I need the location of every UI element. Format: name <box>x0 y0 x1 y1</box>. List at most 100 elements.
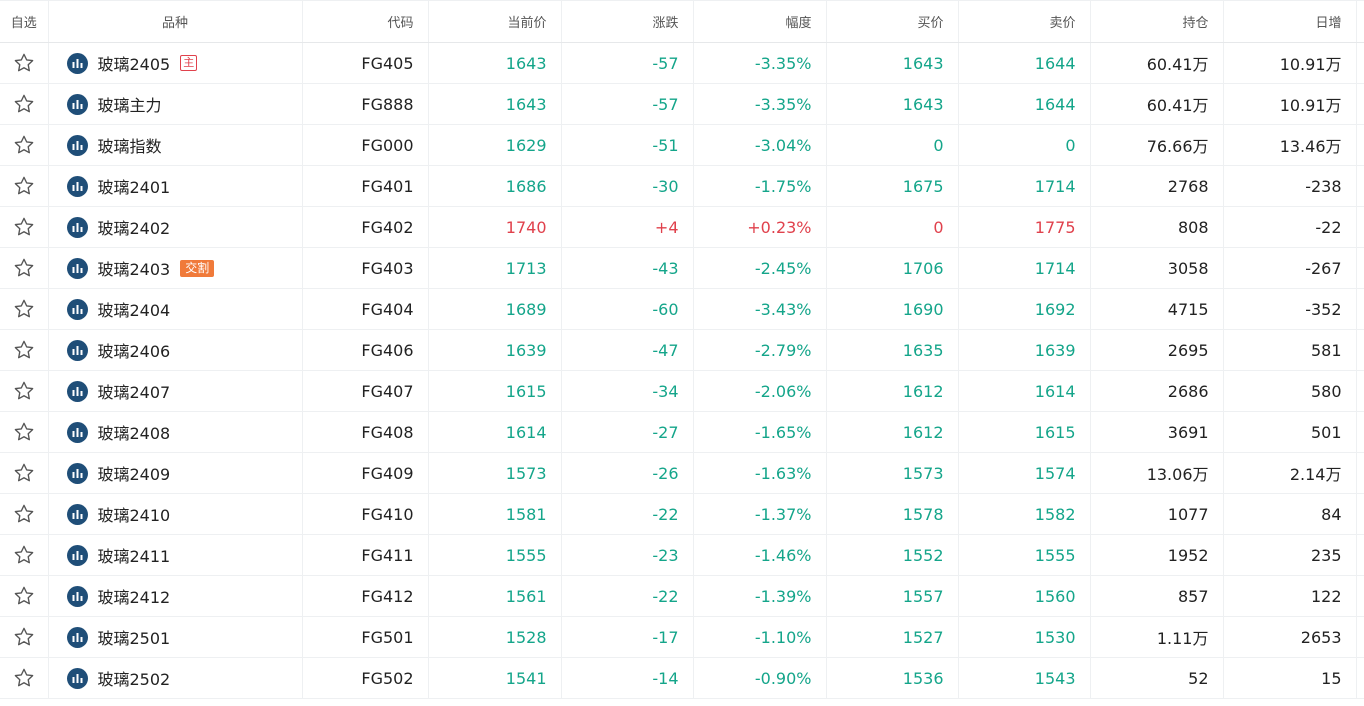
header-oi-change[interactable]: 日增 <box>1223 0 1357 43</box>
name-cell[interactable]: 玻璃2401 <box>48 165 303 207</box>
header-ask[interactable]: 卖价 <box>958 0 1091 43</box>
bar-chart-icon[interactable] <box>66 544 88 566</box>
contract-name[interactable]: 玻璃2412 <box>97 588 171 607</box>
header-favorite[interactable]: 自选 <box>0 0 49 43</box>
header-code[interactable]: 代码 <box>302 0 429 43</box>
contract-name[interactable]: 玻璃2404 <box>97 301 171 320</box>
star-outline-icon[interactable] <box>13 134 35 156</box>
name-cell[interactable]: 玻璃2412 <box>48 575 303 617</box>
star-outline-icon[interactable] <box>13 298 35 320</box>
header-price[interactable]: 当前价 <box>428 0 562 43</box>
bar-chart-icon[interactable] <box>66 257 88 279</box>
bar-chart-icon[interactable] <box>66 339 88 361</box>
bar-chart-icon[interactable] <box>66 216 88 238</box>
table-row[interactable]: 玻璃2410 FG410 1581 -22 -1.37% 1578 1582 1077 84 <box>0 493 1364 535</box>
star-outline-icon[interactable] <box>13 257 35 279</box>
bar-chart-icon[interactable] <box>66 626 88 648</box>
bar-chart-icon[interactable] <box>66 52 88 74</box>
star-outline-icon[interactable] <box>13 339 35 361</box>
table-row[interactable]: 玻璃2501 FG501 1528 -17 -1.10% 1527 1530 1.11万 265… <box>0 616 1364 658</box>
favorite-cell[interactable] <box>0 124 49 166</box>
table-row[interactable]: 玻璃2412 FG412 1561 -22 -1.39% 1557 1560 857 122 <box>0 575 1364 617</box>
header-bid[interactable]: 买价 <box>826 0 959 43</box>
favorite-cell[interactable] <box>0 493 49 535</box>
name-cell[interactable]: 玻璃主力 <box>48 83 303 125</box>
contract-name[interactable]: 玻璃2405 <box>97 55 171 74</box>
name-cell[interactable]: 玻璃指数 <box>48 124 303 166</box>
star-outline-icon[interactable] <box>13 462 35 484</box>
name-cell[interactable]: 玻璃2411 <box>48 534 303 576</box>
name-cell[interactable]: 玻璃2410 <box>48 493 303 535</box>
star-outline-icon[interactable] <box>13 626 35 648</box>
name-cell[interactable]: 玻璃2405 主 <box>48 42 303 84</box>
contract-name[interactable]: 玻璃2401 <box>97 178 171 197</box>
bar-chart-icon[interactable] <box>66 667 88 689</box>
star-outline-icon[interactable] <box>13 421 35 443</box>
contract-name[interactable]: 玻璃2411 <box>97 547 171 566</box>
table-row[interactable]: 玻璃2407 FG407 1615 -34 -2.06% 1612 1614 2686 580 <box>0 370 1364 412</box>
contract-name[interactable]: 玻璃指数 <box>97 137 162 156</box>
header-name[interactable]: 品种 <box>48 0 303 43</box>
bar-chart-icon[interactable] <box>66 503 88 525</box>
favorite-cell[interactable] <box>0 329 49 371</box>
contract-name[interactable]: 玻璃2406 <box>97 342 171 361</box>
favorite-cell[interactable] <box>0 42 49 84</box>
bar-chart-icon[interactable] <box>66 134 88 156</box>
favorite-cell[interactable] <box>0 616 49 658</box>
table-row[interactable]: 玻璃2502 FG502 1541 -14 -0.90% 1536 1543 52 15 <box>0 657 1364 699</box>
table-row[interactable]: 玻璃2404 FG404 1689 -60 -3.43% 1690 1692 4715 -352 <box>0 288 1364 330</box>
bar-chart-icon[interactable] <box>66 421 88 443</box>
star-outline-icon[interactable] <box>13 93 35 115</box>
name-cell[interactable]: 玻璃2408 <box>48 411 303 453</box>
bar-chart-icon[interactable] <box>66 93 88 115</box>
star-outline-icon[interactable] <box>13 544 35 566</box>
star-outline-icon[interactable] <box>13 585 35 607</box>
name-cell[interactable]: 玻璃2406 <box>48 329 303 371</box>
favorite-cell[interactable] <box>0 165 49 207</box>
table-row[interactable]: 玻璃2402 FG402 1740 +4 +0.23% 0 1775 808 -22 <box>0 206 1364 248</box>
contract-name[interactable]: 玻璃2403 <box>97 260 171 279</box>
favorite-cell[interactable] <box>0 534 49 576</box>
table-row[interactable]: 玻璃指数 FG000 1629 -51 -3.04% 0 0 76.66万 13.46万 <box>0 124 1364 166</box>
contract-name[interactable]: 玻璃2407 <box>97 383 171 402</box>
bar-chart-icon[interactable] <box>66 462 88 484</box>
table-row[interactable]: 玻璃2405 主 FG405 1643 -57 -3.35% 1643 1644 60.41万 1… <box>0 42 1364 84</box>
table-row[interactable]: 玻璃2401 FG401 1686 -30 -1.75% 1675 1714 2768 -238 <box>0 165 1364 207</box>
header-change[interactable]: 涨跌 <box>561 0 694 43</box>
table-row[interactable]: 玻璃2408 FG408 1614 -27 -1.65% 1612 1615 3691 501 <box>0 411 1364 453</box>
favorite-cell[interactable] <box>0 83 49 125</box>
star-outline-icon[interactable] <box>13 52 35 74</box>
contract-name[interactable]: 玻璃2409 <box>97 465 171 484</box>
name-cell[interactable]: 玻璃2404 <box>48 288 303 330</box>
name-cell[interactable]: 玻璃2407 <box>48 370 303 412</box>
contract-name[interactable]: 玻璃2501 <box>97 629 171 648</box>
header-oi[interactable]: 持仓 <box>1090 0 1224 43</box>
bar-chart-icon[interactable] <box>66 298 88 320</box>
favorite-cell[interactable] <box>0 657 49 699</box>
contract-name[interactable]: 玻璃2502 <box>97 670 171 689</box>
bar-chart-icon[interactable] <box>66 585 88 607</box>
name-cell[interactable]: 玻璃2502 <box>48 657 303 699</box>
bar-chart-icon[interactable] <box>66 175 88 197</box>
star-outline-icon[interactable] <box>13 216 35 238</box>
name-cell[interactable]: 玻璃2402 <box>48 206 303 248</box>
header-pct[interactable]: 幅度 <box>693 0 827 43</box>
table-row[interactable]: 玻璃2403 交割 FG403 1713 -43 -2.45% 1706 1714 3058 -2… <box>0 247 1364 289</box>
name-cell[interactable]: 玻璃2501 <box>48 616 303 658</box>
contract-name[interactable]: 玻璃2410 <box>97 506 171 525</box>
name-cell[interactable]: 玻璃2409 <box>48 452 303 494</box>
favorite-cell[interactable] <box>0 370 49 412</box>
star-outline-icon[interactable] <box>13 503 35 525</box>
favorite-cell[interactable] <box>0 452 49 494</box>
contract-name[interactable]: 玻璃2408 <box>97 424 171 443</box>
table-row[interactable]: 玻璃主力 FG888 1643 -57 -3.35% 1643 1644 60.41万 10.9… <box>0 83 1364 125</box>
table-row[interactable]: 玻璃2409 FG409 1573 -26 -1.63% 1573 1574 13.06万 2.… <box>0 452 1364 494</box>
name-cell[interactable]: 玻璃2403 交割 <box>48 247 303 289</box>
table-row[interactable]: 玻璃2406 FG406 1639 -47 -2.79% 1635 1639 2695 581 <box>0 329 1364 371</box>
favorite-cell[interactable] <box>0 575 49 617</box>
star-outline-icon[interactable] <box>13 175 35 197</box>
star-outline-icon[interactable] <box>13 667 35 689</box>
favorite-cell[interactable] <box>0 206 49 248</box>
favorite-cell[interactable] <box>0 288 49 330</box>
table-row[interactable]: 玻璃2411 FG411 1555 -23 -1.46% 1552 1555 1952 235 <box>0 534 1364 576</box>
